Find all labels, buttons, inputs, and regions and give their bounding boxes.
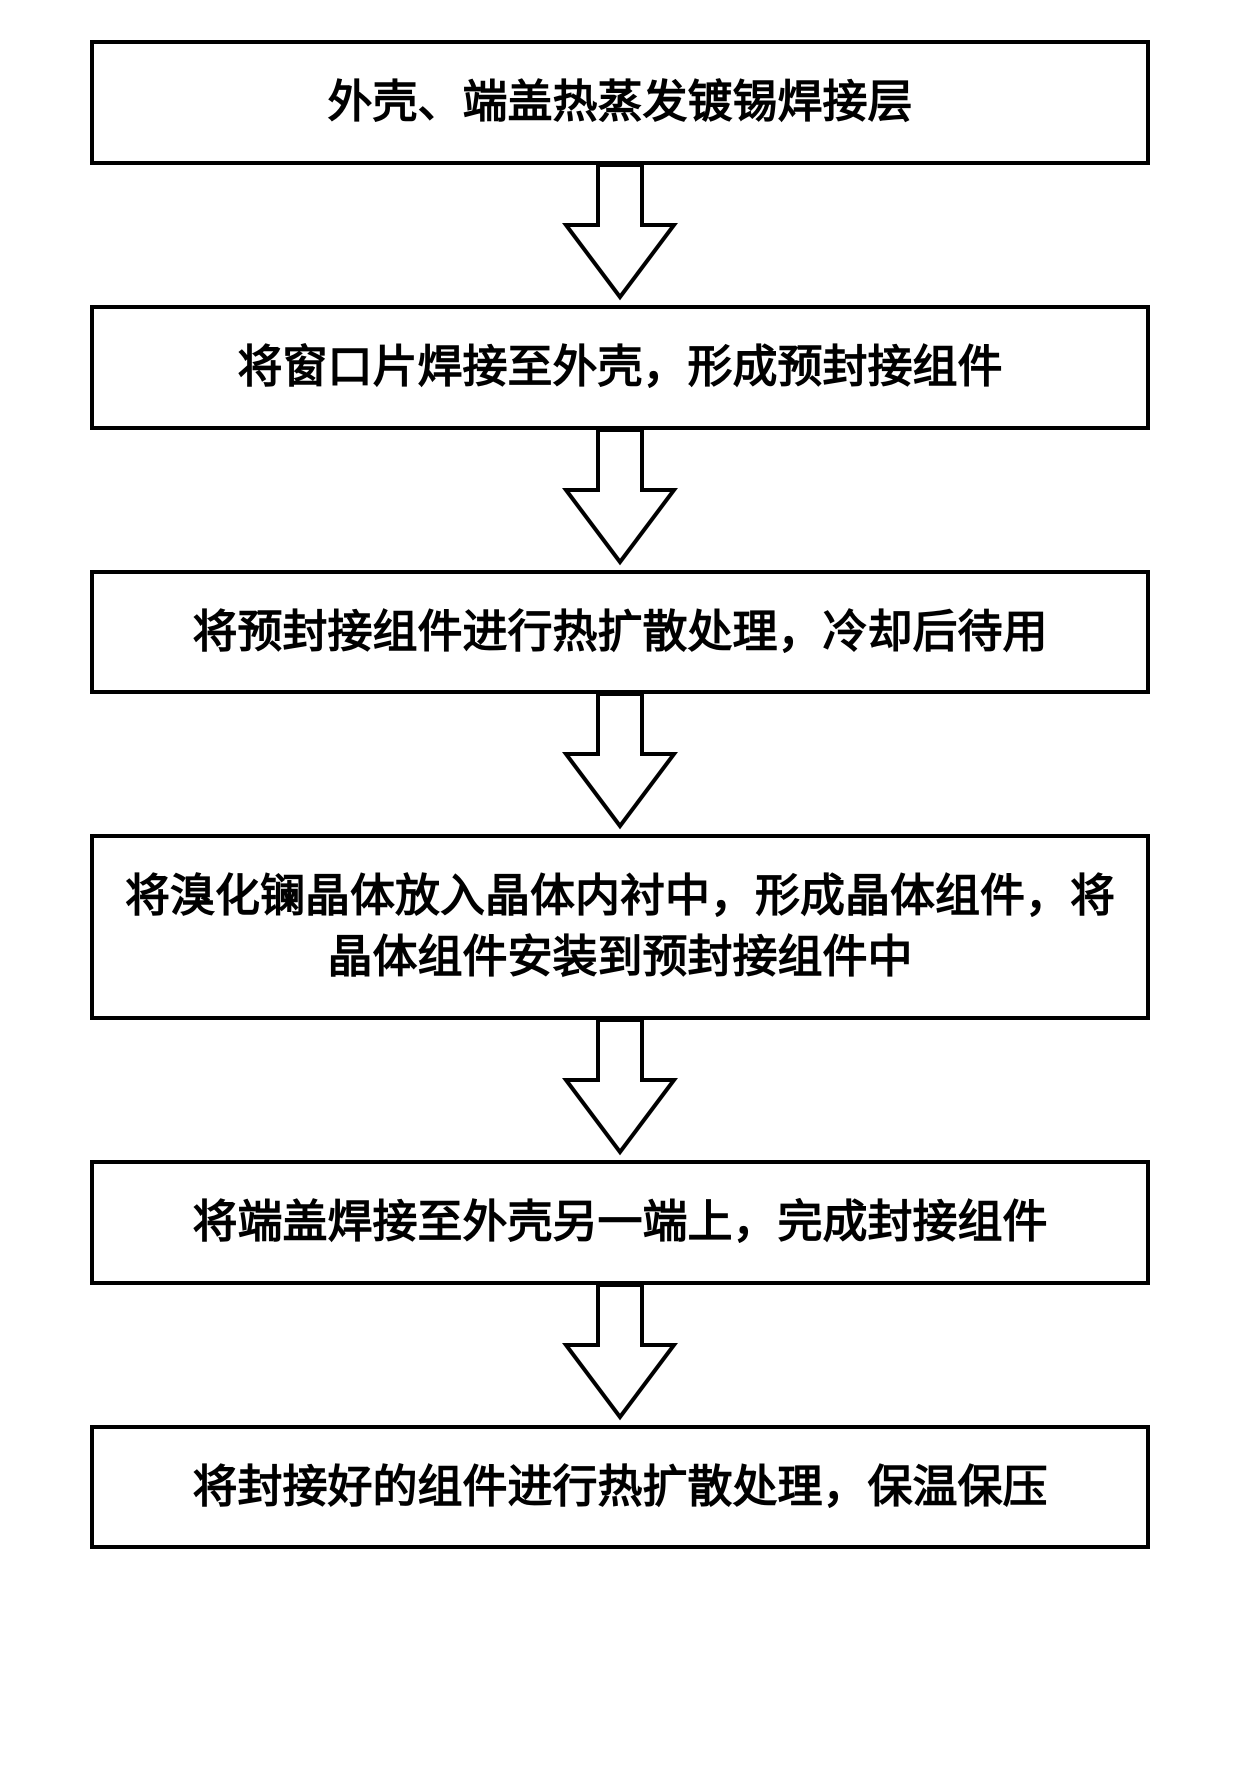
flowchart-step: 将预封接组件进行热扩散处理，冷却后待用 bbox=[90, 570, 1150, 695]
arrow-down-icon bbox=[550, 165, 690, 305]
step-label: 外壳、端盖热蒸发镀锡焊接层 bbox=[327, 77, 912, 127]
flowchart-arrow bbox=[550, 165, 690, 305]
flowchart-arrow bbox=[550, 1285, 690, 1425]
flowchart-step: 将封接好的组件进行热扩散处理，保温保压 bbox=[90, 1425, 1150, 1550]
step-label: 将溴化镧晶体放入晶体内衬中，形成晶体组件，将晶体组件安装到预封接组件中 bbox=[125, 871, 1115, 982]
flowchart-container: 外壳、端盖热蒸发镀锡焊接层 将窗口片焊接至外壳，形成预封接组件 将预封接组件进行… bbox=[90, 40, 1150, 1780]
arrow-down-icon bbox=[550, 1020, 690, 1160]
flowchart-step: 将端盖焊接至外壳另一端上，完成封接组件 bbox=[90, 1160, 1150, 1285]
arrow-down-icon bbox=[550, 1285, 690, 1425]
flowchart-step: 外壳、端盖热蒸发镀锡焊接层 bbox=[90, 40, 1150, 165]
flowchart-arrow bbox=[550, 694, 690, 834]
step-label: 将预封接组件进行热扩散处理，冷却后待用 bbox=[192, 607, 1047, 657]
flowchart-arrow bbox=[550, 430, 690, 570]
flowchart-step: 将窗口片焊接至外壳，形成预封接组件 bbox=[90, 305, 1150, 430]
flowchart-arrow bbox=[550, 1020, 690, 1160]
flowchart-step: 将溴化镧晶体放入晶体内衬中，形成晶体组件，将晶体组件安装到预封接组件中 bbox=[90, 834, 1150, 1020]
arrow-down-icon bbox=[550, 694, 690, 834]
step-label: 将端盖焊接至外壳另一端上，完成封接组件 bbox=[192, 1197, 1047, 1247]
step-label: 将封接好的组件进行热扩散处理，保温保压 bbox=[192, 1462, 1047, 1512]
step-label: 将窗口片焊接至外壳，形成预封接组件 bbox=[237, 342, 1002, 392]
arrow-down-icon bbox=[550, 430, 690, 570]
